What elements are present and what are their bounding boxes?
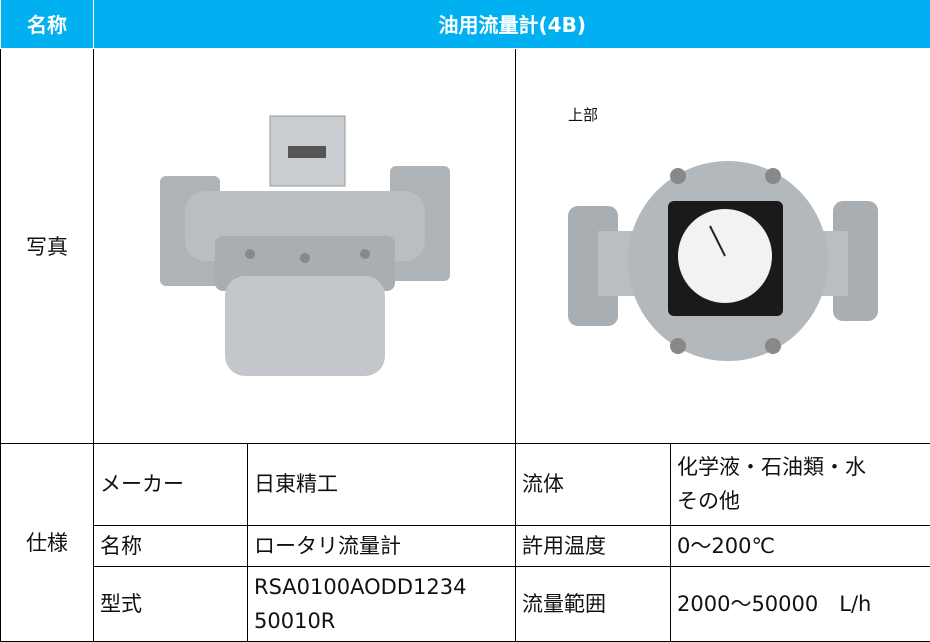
photo-row: 写真 上部 bbox=[1, 48, 930, 443]
line: 50010R bbox=[254, 604, 515, 638]
spec-key: メーカー bbox=[94, 443, 248, 525]
spec-row: 名称 ロータリ流量計 許用温度 0～200℃ bbox=[1, 525, 930, 566]
top-label: 上部 bbox=[568, 104, 598, 125]
line: RSA0100AODD1234 bbox=[254, 570, 515, 604]
photo-side bbox=[94, 48, 516, 443]
photo-label: 写真 bbox=[1, 48, 94, 443]
spec-key: 流量範囲 bbox=[516, 566, 671, 641]
spec-value: 0～200℃ bbox=[671, 525, 930, 566]
spec-row: 仕様 メーカー 日東精工 流体 化学液・石油類・水その他 bbox=[1, 443, 930, 525]
spec-key: 流体 bbox=[516, 443, 671, 525]
header-row: 名称 油用流量計(4B) bbox=[1, 0, 930, 48]
header-title: 油用流量計(4B) bbox=[94, 0, 930, 48]
spec-key: 許用温度 bbox=[516, 525, 671, 566]
line: 化学液・石油類・水 bbox=[677, 450, 930, 484]
spec-value: ロータリ流量計 bbox=[248, 525, 516, 566]
spec-value: 2000～50000 L/h bbox=[671, 566, 930, 641]
spec-label: 仕様 bbox=[1, 443, 94, 641]
spec-key: 型式 bbox=[94, 566, 248, 641]
meter-side-image bbox=[140, 96, 470, 396]
line: その他 bbox=[677, 484, 930, 518]
spec-key: 名称 bbox=[94, 525, 248, 566]
header-label: 名称 bbox=[1, 0, 94, 48]
photo-top: 上部 bbox=[516, 48, 930, 443]
spec-value: 化学液・石油類・水その他 bbox=[671, 443, 930, 525]
spec-value: 日東精工 bbox=[248, 443, 516, 525]
meter-top-image bbox=[558, 136, 888, 396]
